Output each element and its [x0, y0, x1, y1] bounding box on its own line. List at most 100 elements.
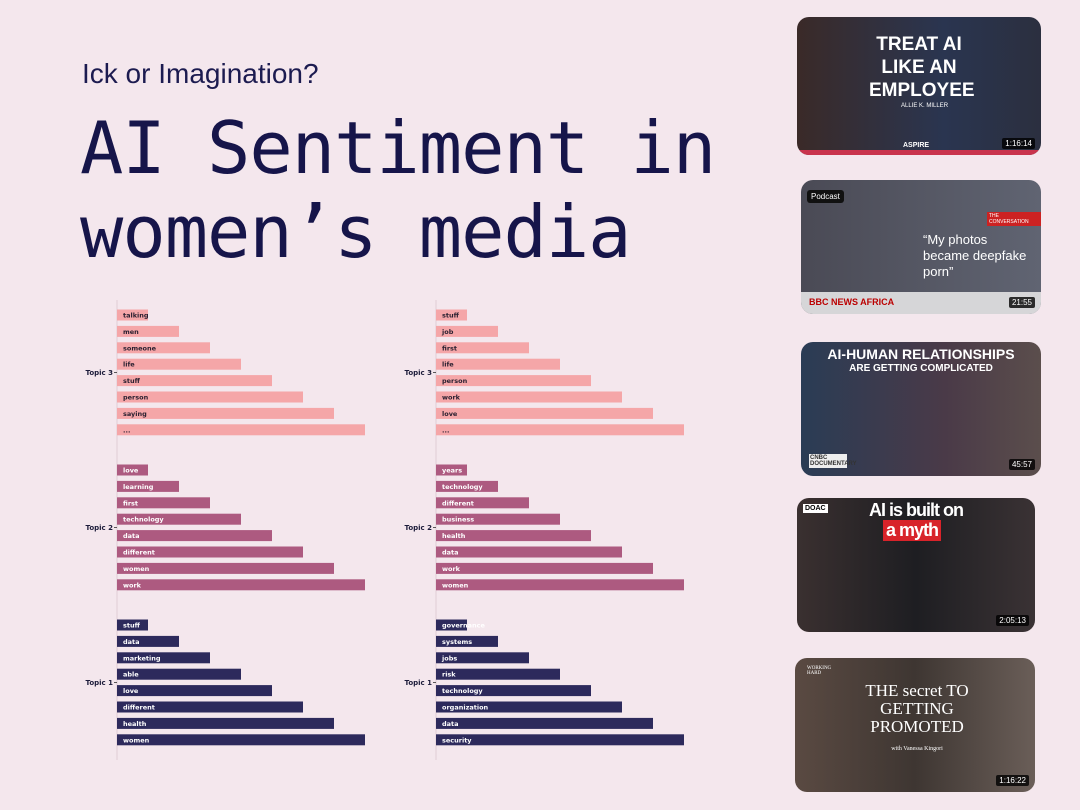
- duration: 45:57: [1008, 459, 1035, 470]
- bar: [117, 717, 334, 729]
- bar-label: work: [442, 394, 461, 402]
- bar: [117, 391, 303, 403]
- bar: [436, 391, 622, 403]
- bar-label: risk: [442, 671, 456, 679]
- title-line: AI Sentiment in: [80, 106, 716, 190]
- guest: ALLIE K. MILLER: [901, 103, 949, 109]
- bar-label: technology: [442, 483, 483, 491]
- bar: [436, 562, 653, 574]
- bar: [117, 546, 303, 558]
- bar-label: technology: [123, 516, 164, 524]
- bar: [117, 685, 272, 697]
- bar: [436, 325, 498, 337]
- title: AI Sentiment in women’s media: [80, 106, 716, 274]
- bar: [436, 685, 591, 697]
- bar-label: organization: [442, 704, 489, 712]
- bar-label: data: [123, 532, 140, 540]
- bar-label: different: [123, 704, 155, 712]
- bar-label: stuff: [442, 312, 460, 320]
- bar-label: life: [442, 361, 454, 369]
- bar-label: data: [123, 638, 140, 646]
- bar: [117, 579, 365, 591]
- duration: 1:16:22: [996, 775, 1029, 786]
- thumbnail[interactable]: WORKING HARD THE secret TO GETTING PROMO…: [795, 658, 1035, 792]
- thumbnail[interactable]: AI-HUMAN RELATIONSHIPS ARE GETTING COMPL…: [801, 342, 1041, 476]
- bar-label: love: [123, 687, 139, 695]
- bar: [117, 562, 334, 574]
- bar: [436, 497, 529, 509]
- bar-label: love: [123, 467, 139, 475]
- bar: [117, 375, 272, 387]
- bar-label: stuff: [123, 377, 141, 385]
- bar-label: person: [442, 377, 468, 385]
- bar-label: men: [123, 328, 139, 336]
- bar-label: talking: [123, 312, 149, 320]
- brand: CNBC DOCUMENTARY: [809, 454, 857, 468]
- bar-label: ...: [123, 426, 130, 434]
- thumbnail[interactable]: Podcast THE CONVERSATION “My photos beca…: [801, 180, 1041, 314]
- bar-label: women: [123, 736, 150, 744]
- bar: [436, 717, 653, 729]
- bar-label: work: [442, 565, 461, 573]
- bar: [117, 497, 210, 509]
- bar: [436, 546, 622, 558]
- title-line: women’s media: [80, 190, 632, 274]
- bar: [117, 701, 303, 713]
- highlight: a myth: [883, 520, 942, 541]
- subhead: ARE GETTING COMPLICATED: [849, 363, 993, 374]
- brand: WORKING HARD: [807, 666, 832, 676]
- bar: [117, 619, 148, 631]
- topic-charts: talking men someone life stuff person saying..…: [85, 300, 684, 760]
- bar: [117, 652, 210, 664]
- thumbnail[interactable]: TREAT AI LIKE AN EMPLOYEE ALLIE K. MILLE…: [797, 17, 1041, 155]
- subtitle: Ick or Imagination?: [82, 58, 319, 89]
- bar-label: data: [442, 720, 459, 728]
- bar: [436, 358, 560, 370]
- bar-label: someone: [123, 344, 157, 352]
- bar: [117, 635, 179, 647]
- bar-label: different: [123, 549, 155, 557]
- bar: [117, 734, 365, 746]
- bar: [436, 424, 684, 436]
- topic-label: Topic 2: [404, 524, 432, 532]
- bar-label: learning: [123, 483, 154, 491]
- bar-label: love: [442, 410, 458, 418]
- bar: [117, 342, 210, 354]
- bar: [436, 635, 498, 647]
- bar: [436, 734, 684, 746]
- bar-label: first: [123, 499, 138, 507]
- bar-label: business: [442, 516, 474, 524]
- bar-label: years: [442, 467, 462, 475]
- bar: [436, 464, 467, 476]
- bar: [436, 407, 653, 419]
- headline: THE secret TO GETTING PROMOTED: [865, 681, 969, 736]
- bar: [117, 530, 272, 542]
- bar: [436, 480, 498, 492]
- bar-label: health: [123, 720, 147, 728]
- bar-label: women: [123, 565, 150, 573]
- topic-label: Topic 1: [404, 679, 432, 687]
- topic-label: Topic 1: [85, 679, 113, 687]
- bar-label: marketing: [123, 654, 161, 662]
- bar-label: health: [442, 532, 466, 540]
- brand: ASPIRE: [903, 142, 930, 149]
- bar: [436, 375, 591, 387]
- bar: [436, 342, 529, 354]
- brand: BBC NEWS AFRICA: [809, 297, 895, 307]
- bar: [117, 407, 334, 419]
- bar-label: first: [442, 344, 457, 352]
- bar-label: work: [123, 581, 142, 589]
- bar-label: stuff: [123, 622, 141, 630]
- bar-label: technology: [442, 687, 483, 695]
- brand: DOAC: [803, 504, 828, 513]
- bar-label: women: [442, 581, 469, 589]
- brand: THE CONVERSATION: [987, 212, 1041, 226]
- bar: [436, 513, 560, 525]
- guest: with Vanessa Kingori: [891, 746, 943, 752]
- bar: [117, 309, 148, 321]
- bar: [117, 513, 241, 525]
- bar-label: ...: [442, 426, 449, 434]
- thumbnail[interactable]: DOAC AI is built on a myth 2:05:13: [797, 498, 1035, 632]
- topic-label: Topic 3: [85, 369, 113, 377]
